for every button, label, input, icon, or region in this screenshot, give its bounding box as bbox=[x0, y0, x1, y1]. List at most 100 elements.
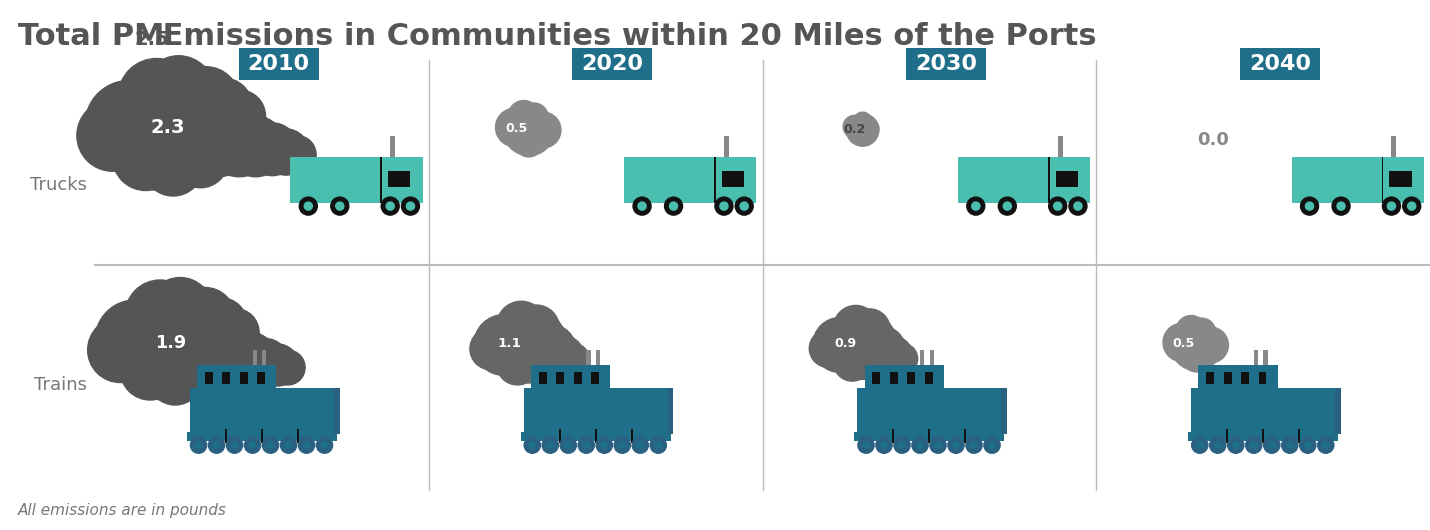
Circle shape bbox=[1228, 437, 1244, 453]
Circle shape bbox=[859, 119, 879, 138]
Circle shape bbox=[470, 328, 512, 370]
Circle shape bbox=[147, 278, 213, 342]
Bar bbox=[591, 372, 599, 384]
Circle shape bbox=[523, 324, 576, 377]
Circle shape bbox=[578, 437, 595, 453]
Circle shape bbox=[270, 350, 305, 385]
Circle shape bbox=[193, 297, 247, 352]
Circle shape bbox=[473, 315, 535, 375]
Circle shape bbox=[203, 105, 275, 176]
Circle shape bbox=[256, 344, 299, 386]
Bar bbox=[223, 372, 230, 384]
Bar bbox=[925, 372, 932, 384]
Bar bbox=[1207, 372, 1214, 384]
Circle shape bbox=[143, 313, 227, 398]
Circle shape bbox=[1250, 442, 1257, 448]
Circle shape bbox=[245, 437, 260, 453]
Bar bbox=[531, 365, 611, 388]
Circle shape bbox=[496, 108, 533, 147]
Text: 2040: 2040 bbox=[1248, 54, 1311, 74]
Bar bbox=[722, 171, 744, 187]
Circle shape bbox=[812, 317, 868, 373]
Circle shape bbox=[1074, 202, 1083, 210]
Bar bbox=[858, 388, 1001, 431]
Bar bbox=[1001, 388, 1007, 435]
Bar bbox=[1383, 156, 1424, 204]
Circle shape bbox=[601, 442, 608, 448]
Circle shape bbox=[1171, 320, 1223, 370]
Circle shape bbox=[877, 437, 892, 453]
Bar bbox=[964, 429, 967, 443]
Circle shape bbox=[1306, 202, 1314, 210]
Circle shape bbox=[735, 197, 754, 215]
Bar bbox=[262, 429, 263, 443]
Circle shape bbox=[174, 287, 235, 348]
Circle shape bbox=[809, 330, 847, 367]
Circle shape bbox=[1191, 437, 1208, 453]
Circle shape bbox=[1163, 323, 1201, 361]
Bar bbox=[1198, 365, 1277, 388]
Circle shape bbox=[988, 442, 995, 448]
Text: 0.2: 0.2 bbox=[844, 122, 865, 136]
Circle shape bbox=[173, 67, 239, 132]
Bar bbox=[190, 388, 333, 431]
Circle shape bbox=[828, 311, 897, 379]
Circle shape bbox=[110, 290, 220, 400]
Circle shape bbox=[119, 58, 194, 136]
Bar bbox=[204, 372, 213, 384]
Circle shape bbox=[655, 442, 662, 448]
Circle shape bbox=[147, 350, 203, 405]
Text: 0.9: 0.9 bbox=[834, 337, 857, 350]
Bar bbox=[1058, 136, 1062, 156]
Circle shape bbox=[1403, 197, 1420, 215]
Bar bbox=[919, 349, 924, 365]
Circle shape bbox=[1300, 197, 1318, 215]
Circle shape bbox=[87, 317, 153, 383]
Circle shape bbox=[665, 197, 682, 215]
Circle shape bbox=[77, 100, 149, 171]
Circle shape bbox=[1175, 315, 1207, 346]
Circle shape bbox=[176, 94, 259, 176]
Bar bbox=[1191, 388, 1336, 431]
Circle shape bbox=[267, 442, 273, 448]
Circle shape bbox=[213, 442, 220, 448]
Bar bbox=[539, 372, 546, 384]
Bar bbox=[1254, 349, 1258, 365]
Text: Total PM: Total PM bbox=[19, 22, 164, 51]
Bar bbox=[1048, 156, 1050, 204]
Bar bbox=[559, 429, 561, 443]
Bar bbox=[596, 349, 601, 365]
Text: 2030: 2030 bbox=[915, 54, 977, 74]
Circle shape bbox=[515, 129, 543, 157]
Circle shape bbox=[386, 202, 395, 210]
Bar bbox=[380, 156, 382, 204]
Circle shape bbox=[126, 280, 194, 350]
Circle shape bbox=[638, 202, 646, 210]
Bar bbox=[187, 431, 336, 441]
Bar bbox=[668, 388, 674, 435]
FancyBboxPatch shape bbox=[907, 48, 987, 80]
Circle shape bbox=[967, 197, 985, 215]
Circle shape bbox=[490, 307, 566, 383]
Bar bbox=[225, 429, 227, 443]
Bar bbox=[290, 156, 380, 204]
Circle shape bbox=[193, 78, 253, 138]
Circle shape bbox=[849, 309, 889, 350]
Circle shape bbox=[1233, 442, 1238, 448]
Circle shape bbox=[212, 308, 259, 357]
Bar bbox=[716, 156, 756, 204]
Circle shape bbox=[1333, 197, 1350, 215]
Bar bbox=[573, 372, 582, 384]
Bar bbox=[1224, 372, 1231, 384]
Bar bbox=[521, 431, 671, 441]
Circle shape bbox=[277, 136, 316, 174]
Bar bbox=[1188, 431, 1338, 441]
Circle shape bbox=[86, 81, 173, 169]
Circle shape bbox=[1070, 197, 1087, 215]
Circle shape bbox=[174, 348, 225, 398]
Circle shape bbox=[917, 442, 924, 448]
Circle shape bbox=[844, 116, 867, 138]
Circle shape bbox=[741, 202, 748, 210]
Circle shape bbox=[242, 339, 289, 386]
Circle shape bbox=[226, 116, 286, 176]
